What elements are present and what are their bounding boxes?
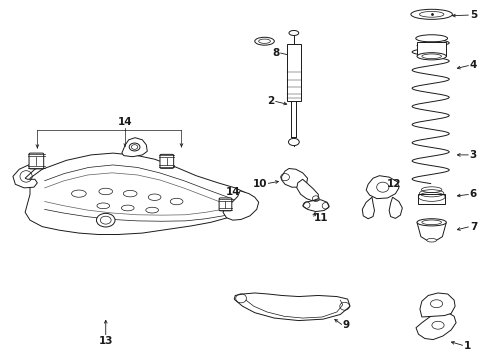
Ellipse shape [289,138,299,145]
Polygon shape [366,176,399,199]
Polygon shape [362,197,374,219]
Ellipse shape [416,35,447,42]
Polygon shape [297,179,318,201]
Text: 10: 10 [252,179,267,189]
Bar [287,44,301,101]
Text: 6: 6 [470,189,477,199]
Text: 14: 14 [225,187,240,197]
Ellipse shape [255,37,274,45]
Ellipse shape [97,213,115,227]
Polygon shape [417,222,446,240]
Ellipse shape [427,238,437,242]
Ellipse shape [417,53,446,60]
Text: 3: 3 [470,150,477,160]
FancyBboxPatch shape [29,153,44,169]
Text: 7: 7 [470,222,477,231]
Polygon shape [389,197,402,219]
Polygon shape [420,293,455,317]
Bar [418,194,445,204]
Polygon shape [122,138,147,157]
Text: 4: 4 [470,60,477,70]
Text: 9: 9 [343,320,350,330]
Text: 5: 5 [470,10,477,20]
Ellipse shape [129,143,140,151]
Text: 2: 2 [267,96,274,106]
FancyBboxPatch shape [219,198,232,211]
Polygon shape [13,163,41,188]
Ellipse shape [289,31,299,36]
Text: 1: 1 [464,341,471,351]
FancyBboxPatch shape [160,154,173,168]
Text: 13: 13 [98,336,113,346]
Text: 14: 14 [118,117,133,127]
Polygon shape [282,168,308,187]
Ellipse shape [417,219,446,226]
Polygon shape [234,293,350,320]
Text: 11: 11 [314,213,328,222]
Bar [417,42,446,56]
Text: 12: 12 [387,179,401,189]
Ellipse shape [411,9,452,19]
Polygon shape [223,191,259,220]
Polygon shape [25,153,250,234]
Polygon shape [303,200,329,212]
Polygon shape [416,313,456,339]
Text: 8: 8 [272,48,279,58]
